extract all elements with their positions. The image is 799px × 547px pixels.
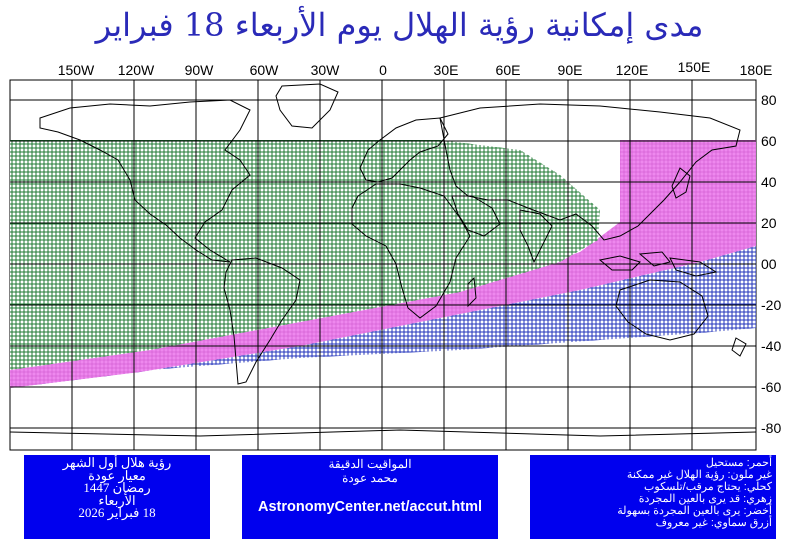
lat-label: 20 <box>761 215 777 231</box>
map-title: مدى إمكانية رؤية الهلال يوم الأربعاء 18 … <box>95 6 704 44</box>
info-heading: المواقيت الدقيقة <box>328 457 412 471</box>
info-box-left: رؤية هلال أول الشهر معيار عودة رمضان 144… <box>24 455 210 539</box>
legend-box: أحمر: مستحيل غير ملون: رؤية الهلال غير م… <box>530 455 776 539</box>
lat-label: 60 <box>761 133 777 149</box>
website-link[interactable]: AstronomyCenter.net/accut.html <box>258 499 482 515</box>
lon-label: 60E <box>496 62 521 78</box>
lat-label: -20 <box>761 297 781 313</box>
lon-label: 0 <box>379 62 387 78</box>
longitude-labels: 150W 120W 90W 60W 30W 0 30E 60E 90E 120E… <box>58 59 773 78</box>
lon-label: 120W <box>118 62 155 78</box>
lat-label: -40 <box>761 338 781 354</box>
lat-label: 80 <box>761 92 777 108</box>
lon-label: 90E <box>558 62 583 78</box>
lon-label: 90W <box>185 62 215 78</box>
info-line: 18 فبراير 2026 <box>78 505 156 520</box>
legend-item: أخضر: يرى بالعين المجردة بسهولة <box>617 505 772 517</box>
coastlines <box>9 83 757 437</box>
lon-label: 30W <box>311 62 341 78</box>
info-author: محمد عودة <box>342 471 398 485</box>
info-box-middle: المواقيت الدقيقة محمد عودة AstronomyCent… <box>242 455 498 539</box>
lon-label: 150W <box>58 62 95 78</box>
legend-item: أحمر: مستحيل <box>705 457 772 469</box>
lon-label: 60W <box>250 62 280 78</box>
latitude-labels: 80 60 40 20 00 -20 -40 -60 -80 <box>761 92 781 436</box>
legend-item: كحلي: يحتاج مرقب/تلسكوب <box>644 481 772 493</box>
info-line: الأربعاء <box>98 492 136 508</box>
info-line: رمضان 1447 <box>83 480 151 495</box>
lat-label: 00 <box>761 256 777 272</box>
lat-label: -60 <box>761 379 781 395</box>
legend-item: غير ملون: رؤية الهلال غير ممكنة <box>626 469 772 481</box>
lat-label: -80 <box>761 420 781 436</box>
legend-item: زهري: قد يرى بالعين المجردة <box>638 493 772 505</box>
info-line: معيار عودة <box>88 467 146 483</box>
lat-label: 40 <box>761 174 777 190</box>
info-line: رؤية هلال أول الشهر <box>62 455 172 470</box>
lon-label: 120E <box>616 62 649 78</box>
lon-label: 30E <box>434 62 459 78</box>
lon-label: 150E <box>678 59 711 75</box>
zone-blue <box>10 246 756 388</box>
lon-label: 180E <box>740 62 773 78</box>
legend-item: أزرق سماوي: غير معروف <box>655 517 772 529</box>
graticule <box>10 80 756 450</box>
